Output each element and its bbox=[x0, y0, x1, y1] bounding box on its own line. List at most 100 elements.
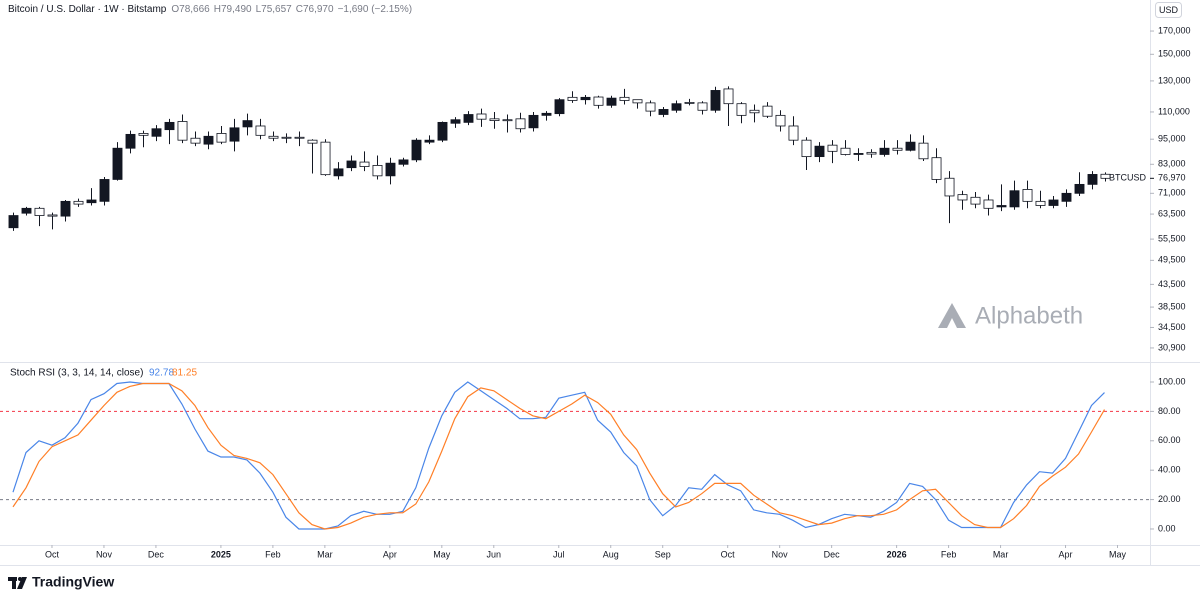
indicator-title: Stoch RSI (3, 3, 14, 14, close) bbox=[10, 368, 143, 379]
change: −1,690 (−2.15%) bbox=[338, 4, 413, 15]
y-tick-label: 83,000 bbox=[1158, 159, 1186, 169]
y-tick-label: 43,500 bbox=[1158, 279, 1186, 289]
x-tick-label: Dec bbox=[824, 549, 841, 559]
y-tick-label: 55,500 bbox=[1158, 233, 1186, 243]
y-tick-label: 40.00 bbox=[1158, 465, 1181, 475]
candle-body bbox=[1022, 189, 1033, 202]
candle-body bbox=[762, 105, 773, 117]
candle-body bbox=[346, 160, 357, 169]
candle-body bbox=[645, 102, 656, 112]
x-tick-label: Mar bbox=[317, 549, 333, 559]
candle-body bbox=[21, 207, 32, 214]
candle-body bbox=[359, 161, 370, 167]
y-tick-label: 80.00 bbox=[1158, 406, 1181, 416]
candle-body bbox=[398, 159, 409, 165]
y-tick-label: 34,500 bbox=[1158, 322, 1186, 332]
candle-body bbox=[879, 147, 890, 155]
y-tick-label: 130,000 bbox=[1158, 75, 1191, 85]
candle-body bbox=[489, 118, 500, 121]
candle-body bbox=[892, 147, 903, 151]
ohlc-value: 75,657 bbox=[261, 4, 292, 15]
y-tick-label: 60.00 bbox=[1158, 435, 1181, 445]
candle-body bbox=[554, 99, 565, 115]
x-tick-label: Nov bbox=[96, 549, 113, 559]
x-tick-label: Apr bbox=[1059, 549, 1073, 559]
candle-body bbox=[957, 194, 968, 201]
candle-body bbox=[242, 120, 253, 128]
candle-body bbox=[281, 136, 292, 139]
candle-body bbox=[411, 139, 422, 161]
indicator-line bbox=[12, 382, 1106, 530]
candle-body bbox=[450, 119, 461, 124]
candle-body bbox=[86, 199, 97, 204]
candle-body bbox=[749, 109, 760, 114]
candle-body bbox=[8, 215, 19, 229]
candle-body bbox=[60, 200, 71, 217]
candle-body bbox=[138, 133, 149, 136]
ohlc-value: 79,490 bbox=[221, 4, 252, 15]
ohlc-key: L bbox=[256, 4, 262, 15]
candle-body bbox=[866, 151, 877, 155]
currency[interactable]: USD bbox=[1159, 5, 1179, 15]
candle-body bbox=[333, 168, 344, 177]
candle-body bbox=[190, 137, 201, 144]
x-tick-label: Apr bbox=[383, 549, 397, 559]
candle-body bbox=[385, 162, 396, 177]
brand-name: TradingView bbox=[32, 574, 114, 590]
candle-body bbox=[658, 109, 669, 115]
ohlc-key: H bbox=[214, 4, 221, 15]
x-tick-label: Nov bbox=[772, 549, 789, 559]
candle-body bbox=[1048, 199, 1059, 206]
candle-body bbox=[671, 103, 682, 111]
y-tick-label: 110,000 bbox=[1158, 106, 1190, 116]
y-tick-label: 20.00 bbox=[1158, 494, 1181, 504]
candle-body bbox=[99, 179, 110, 202]
candle-body bbox=[905, 141, 916, 151]
candle-body bbox=[320, 141, 331, 176]
symbol-header: Bitcoin / U.S. Dollar · 1W · Bitstamp O78… bbox=[8, 4, 412, 15]
candle-body bbox=[593, 96, 604, 106]
candle-body bbox=[580, 96, 591, 101]
candle-body bbox=[996, 205, 1007, 208]
price-symbol: BTCUSD bbox=[1109, 173, 1147, 183]
brand-logo: TradingView bbox=[8, 574, 114, 590]
x-tick-label: Mar bbox=[993, 549, 1009, 559]
candle-body bbox=[47, 214, 58, 217]
logo-slash bbox=[17, 577, 27, 589]
candle-body bbox=[255, 125, 266, 136]
x-tick-label: Aug bbox=[603, 549, 619, 559]
ohlc-key: C bbox=[296, 4, 303, 15]
candle-body bbox=[112, 147, 123, 180]
x-tick-label: Jun bbox=[487, 549, 502, 559]
candle-body bbox=[840, 147, 851, 155]
candle-body bbox=[125, 133, 136, 149]
y-tick-label: 150,000 bbox=[1158, 49, 1191, 59]
candle-body bbox=[983, 199, 994, 209]
candle-body bbox=[801, 139, 812, 158]
candle-body bbox=[1061, 192, 1072, 202]
logo-stem bbox=[12, 577, 16, 589]
candle-body bbox=[151, 128, 162, 137]
candle-body bbox=[1100, 173, 1111, 179]
watermark-logo bbox=[938, 303, 966, 328]
candle-body bbox=[216, 133, 227, 143]
ohlc-value: 78,666 bbox=[179, 4, 210, 15]
candle-body bbox=[606, 97, 617, 106]
symbol-title: Bitcoin / U.S. Dollar · 1W · Bitstamp bbox=[8, 4, 167, 15]
x-tick-label: 2025 bbox=[211, 549, 231, 559]
watermark: Alphabeth bbox=[938, 302, 1083, 329]
candle-body bbox=[203, 135, 214, 145]
currency-box[interactable] bbox=[1155, 2, 1182, 18]
candle-body bbox=[827, 144, 838, 152]
x-tick-label: May bbox=[433, 549, 451, 559]
candle-body bbox=[970, 196, 981, 205]
candle-body bbox=[619, 96, 630, 101]
candle-body bbox=[775, 114, 786, 127]
y-tick-label: 30,900 bbox=[1158, 342, 1186, 352]
x-tick-label: Dec bbox=[148, 549, 165, 559]
candle-body bbox=[502, 119, 513, 122]
watermark-text: Alphabeth bbox=[975, 302, 1083, 329]
candle-body bbox=[34, 207, 45, 216]
